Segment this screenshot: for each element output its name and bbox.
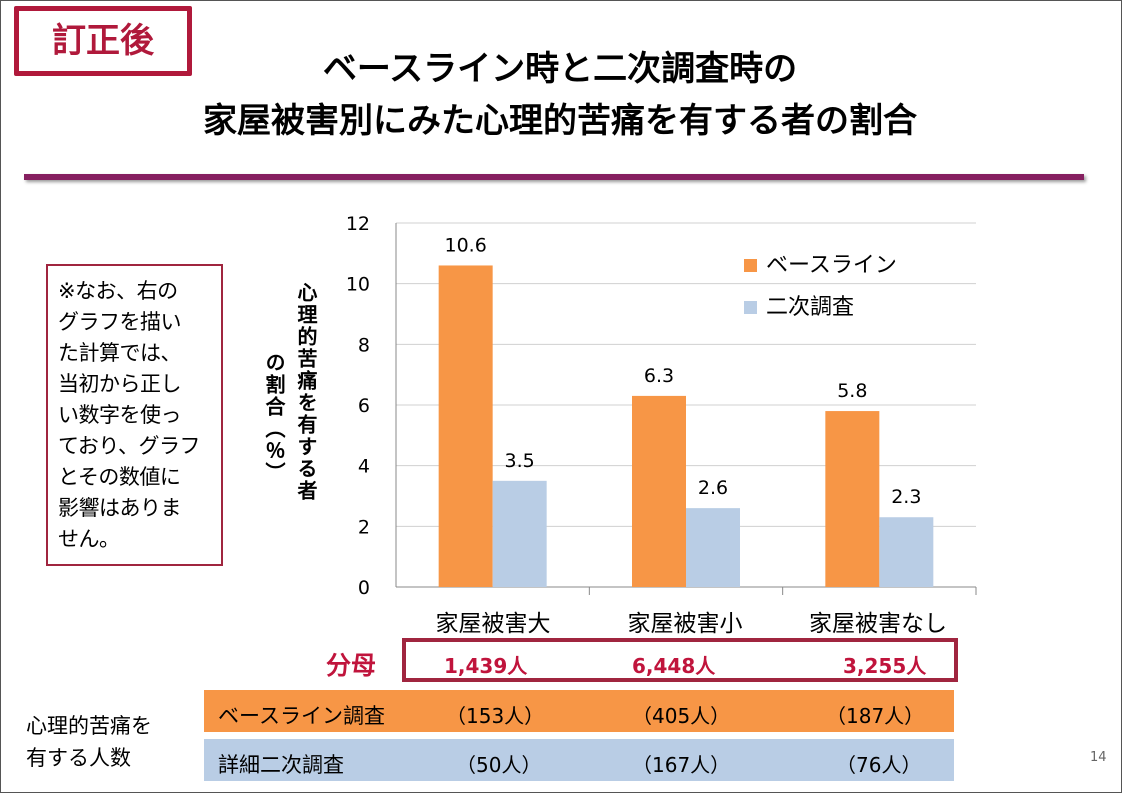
note-line: 当初から正し — [58, 372, 182, 396]
detail-count-row: 詳細二次調査 （50人） （167人） （76人） — [204, 739, 954, 781]
detail-count: （167人） — [632, 753, 731, 777]
baseline-count: （153人） — [446, 704, 545, 728]
denominator-value: 6,448人 — [632, 654, 716, 678]
data-label: 3.5 — [505, 450, 535, 472]
denominator-box — [402, 638, 958, 682]
category-label: 家屋被害なし — [809, 611, 947, 637]
note-line: い数字を使っ — [58, 403, 182, 427]
data-label: 10.6 — [445, 234, 487, 256]
count-label-line: 有する人数 — [26, 746, 131, 770]
legend-label: 二次調査 — [766, 295, 854, 320]
title-line-1: ベースライン時と二次調査時の — [322, 49, 798, 89]
legend-label: ベースライン — [766, 253, 897, 278]
category-label: 家屋被害大 — [435, 611, 551, 637]
y-axis-label-unit: の割合（％） — [262, 352, 286, 484]
y-tick-label: 8 — [358, 334, 370, 356]
title-divider — [24, 174, 1084, 180]
corrected-tag: 訂正後 — [14, 6, 192, 76]
y-tick-label: 6 — [358, 395, 370, 417]
y-tick-label: 12 — [346, 213, 370, 235]
y-tick-label: 4 — [358, 456, 370, 478]
bar — [438, 265, 493, 587]
data-label: 5.8 — [837, 380, 867, 402]
legend-swatch — [744, 259, 757, 272]
count-label: 心理的苦痛を 有する人数 — [26, 710, 152, 774]
denominator-value: 3,255人 — [843, 654, 927, 678]
data-label: 6.3 — [644, 365, 674, 387]
note-line: た計算では、 — [58, 341, 182, 365]
count-label-line: 心理的苦痛を — [26, 714, 152, 738]
note-box: ※なお、右の グラフを描い た計算では、 当初から正し い数字を使っ ており、グ… — [46, 264, 223, 566]
bar — [686, 508, 740, 587]
data-label: 2.6 — [698, 477, 728, 499]
note-line: ており、グラフ — [58, 434, 201, 458]
y-axis-label: 心理的苦痛を有する者 — [294, 282, 318, 502]
data-label: 2.3 — [891, 486, 921, 508]
y-tick-label: 2 — [358, 516, 370, 538]
y-tick-label: 0 — [358, 577, 370, 599]
legend-swatch — [744, 301, 757, 314]
category-label: 家屋被害小 — [627, 611, 743, 637]
bar — [492, 480, 547, 587]
baseline-count: （405人） — [632, 704, 731, 728]
note-line: グラフを描い — [58, 310, 182, 334]
baseline-row-label: ベースライン調査 — [218, 704, 385, 728]
detail-row-label: 詳細二次調査 — [218, 753, 344, 777]
note-line: 影響はありま — [58, 496, 182, 520]
denominator-label: 分母 — [326, 651, 377, 680]
note-line: ※なお、右の — [58, 279, 178, 303]
bar — [632, 395, 686, 587]
detail-count: （76人） — [836, 753, 922, 777]
denominator-value: 1,439人 — [444, 654, 528, 678]
title-line-2: 家屋被害別にみた心理的苦痛を有する者の割合 — [203, 101, 917, 141]
baseline-count: （187人） — [826, 704, 925, 728]
page-number: 14 — [1090, 750, 1107, 765]
y-tick-label: 10 — [346, 274, 370, 296]
bar — [825, 411, 880, 587]
bar — [879, 517, 934, 587]
baseline-count-row: ベースライン調査 （153人） （405人） （187人） — [204, 690, 954, 732]
note-line: とその数値に — [58, 465, 181, 489]
note-line: せん。 — [58, 527, 120, 551]
detail-count: （50人） — [456, 753, 542, 777]
